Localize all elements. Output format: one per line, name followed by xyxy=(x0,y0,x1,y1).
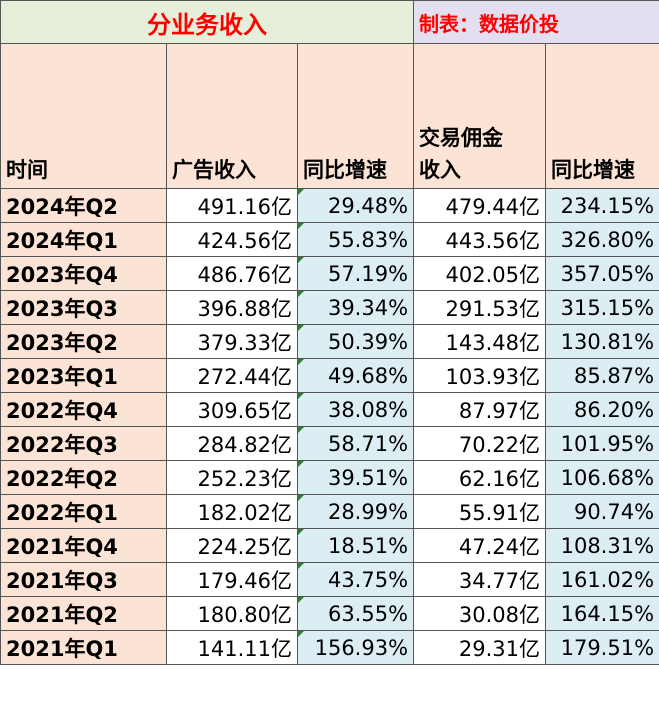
cell-commission-revenue: 443.56亿 xyxy=(413,222,547,257)
cell-commission-yoy: 326.80% xyxy=(545,222,659,257)
cell-period: 2022年Q2 xyxy=(0,460,167,495)
table-row: 2022年Q2 252.23亿 39.51% 62.16亿 106.68% xyxy=(0,460,659,495)
table-title: 分业务收入 xyxy=(0,0,415,44)
cell-ad-revenue: 252.23亿 xyxy=(166,460,298,495)
table-row: 2021年Q3 179.46亿 43.75% 34.77亿 161.02% xyxy=(0,562,659,597)
cell-ad-revenue: 284.82亿 xyxy=(166,426,298,461)
table-row: 2023年Q1 272.44亿 49.68% 103.93亿 85.87% xyxy=(0,358,659,393)
cell-ad-yoy: 28.99% xyxy=(296,494,415,529)
cell-period: 2021年Q2 xyxy=(0,596,167,631)
cell-ad-revenue: 379.33亿 xyxy=(166,324,298,359)
header-row: 时间 广告收入 同比增速 交易佣金 收入 同比增速 xyxy=(0,43,659,189)
cell-period: 2022年Q1 xyxy=(0,494,167,529)
cell-ad-yoy: 18.51% xyxy=(296,528,415,563)
cell-commission-revenue: 30.08亿 xyxy=(413,596,547,631)
table-row: 2022年Q1 182.02亿 28.99% 55.91亿 90.74% xyxy=(0,494,659,529)
cell-commission-revenue: 34.77亿 xyxy=(413,562,547,597)
table-row: 2023年Q4 486.76亿 57.19% 402.05亿 357.05% xyxy=(0,256,659,291)
cell-period: 2021年Q1 xyxy=(0,630,167,665)
cell-ad-yoy: 55.83% xyxy=(296,222,415,257)
table-row: 2022年Q3 284.82亿 58.71% 70.22亿 101.95% xyxy=(0,426,659,461)
header-commission-line1: 交易佣金 xyxy=(419,126,504,150)
cell-ad-yoy: 156.93% xyxy=(296,630,415,665)
cell-ad-yoy: 63.55% xyxy=(296,596,415,631)
cell-ad-yoy: 29.48% xyxy=(296,188,415,223)
cell-commission-yoy: 101.95% xyxy=(545,426,659,461)
cell-ad-revenue: 491.16亿 xyxy=(166,188,298,223)
table-row: 2021年Q1 141.11亿 156.93% 29.31亿 179.51% xyxy=(0,630,659,665)
cell-ad-revenue: 179.46亿 xyxy=(166,562,298,597)
table-row: 2024年Q2 491.16亿 29.48% 479.44亿 234.15% xyxy=(0,188,659,223)
cell-commission-yoy: 86.20% xyxy=(545,392,659,427)
table-row: 2021年Q2 180.80亿 63.55% 30.08亿 164.15% xyxy=(0,596,659,631)
revenue-table: 分业务收入 制表：数据价投 时间 广告收入 同比增速 交易佣金 收入 同比增速 … xyxy=(0,0,659,665)
cell-commission-revenue: 29.31亿 xyxy=(413,630,547,665)
cell-ad-revenue: 224.25亿 xyxy=(166,528,298,563)
cell-ad-revenue: 141.11亿 xyxy=(166,630,298,665)
header-ad-yoy: 同比增速 xyxy=(296,43,415,189)
cell-period: 2021年Q4 xyxy=(0,528,167,563)
cell-commission-revenue: 70.22亿 xyxy=(413,426,547,461)
cell-commission-yoy: 315.15% xyxy=(545,290,659,325)
cell-ad-revenue: 180.80亿 xyxy=(166,596,298,631)
header-commission-line2: 收入 xyxy=(419,158,462,182)
cell-commission-revenue: 55.91亿 xyxy=(413,494,547,529)
cell-commission-revenue: 87.97亿 xyxy=(413,392,547,427)
cell-ad-yoy: 38.08% xyxy=(296,392,415,427)
cell-ad-revenue: 486.76亿 xyxy=(166,256,298,291)
cell-ad-revenue: 396.88亿 xyxy=(166,290,298,325)
cell-period: 2023年Q3 xyxy=(0,290,167,325)
cell-commission-yoy: 106.68% xyxy=(545,460,659,495)
header-commission-yoy: 同比增速 xyxy=(545,43,659,189)
cell-period: 2023年Q4 xyxy=(0,256,167,291)
cell-period: 2024年Q1 xyxy=(0,222,167,257)
cell-ad-revenue: 424.56亿 xyxy=(166,222,298,257)
cell-commission-yoy: 357.05% xyxy=(545,256,659,291)
cell-ad-yoy: 43.75% xyxy=(296,562,415,597)
cell-commission-revenue: 479.44亿 xyxy=(413,188,547,223)
cell-ad-yoy: 39.34% xyxy=(296,290,415,325)
cell-commission-revenue: 62.16亿 xyxy=(413,460,547,495)
cell-commission-yoy: 234.15% xyxy=(545,188,659,223)
cell-commission-yoy: 108.31% xyxy=(545,528,659,563)
cell-commission-revenue: 291.53亿 xyxy=(413,290,547,325)
cell-commission-yoy: 161.02% xyxy=(545,562,659,597)
cell-ad-revenue: 182.02亿 xyxy=(166,494,298,529)
table-author-note: 制表：数据价投 xyxy=(413,0,659,44)
cell-ad-revenue: 272.44亿 xyxy=(166,358,298,393)
header-commission-revenue: 交易佣金 收入 xyxy=(413,43,547,189)
cell-period: 2023年Q1 xyxy=(0,358,167,393)
title-row: 分业务收入 制表：数据价投 xyxy=(0,0,659,44)
cell-commission-yoy: 130.81% xyxy=(545,324,659,359)
cell-commission-revenue: 47.24亿 xyxy=(413,528,547,563)
cell-commission-yoy: 85.87% xyxy=(545,358,659,393)
cell-ad-yoy: 57.19% xyxy=(296,256,415,291)
cell-commission-yoy: 90.74% xyxy=(545,494,659,529)
cell-period: 2023年Q2 xyxy=(0,324,167,359)
table-row: 2021年Q4 224.25亿 18.51% 47.24亿 108.31% xyxy=(0,528,659,563)
cell-commission-yoy: 179.51% xyxy=(545,630,659,665)
table-row: 2024年Q1 424.56亿 55.83% 443.56亿 326.80% xyxy=(0,222,659,257)
table-row: 2022年Q4 309.65亿 38.08% 87.97亿 86.20% xyxy=(0,392,659,427)
table-row: 2023年Q3 396.88亿 39.34% 291.53亿 315.15% xyxy=(0,290,659,325)
cell-commission-yoy: 164.15% xyxy=(545,596,659,631)
table-row: 2023年Q2 379.33亿 50.39% 143.48亿 130.81% xyxy=(0,324,659,359)
cell-ad-revenue: 309.65亿 xyxy=(166,392,298,427)
cell-ad-yoy: 39.51% xyxy=(296,460,415,495)
cell-ad-yoy: 49.68% xyxy=(296,358,415,393)
header-time: 时间 xyxy=(0,43,167,189)
cell-ad-yoy: 58.71% xyxy=(296,426,415,461)
cell-period: 2024年Q2 xyxy=(0,188,167,223)
cell-period: 2022年Q3 xyxy=(0,426,167,461)
cell-commission-revenue: 402.05亿 xyxy=(413,256,547,291)
cell-commission-revenue: 103.93亿 xyxy=(413,358,547,393)
cell-ad-yoy: 50.39% xyxy=(296,324,415,359)
cell-commission-revenue: 143.48亿 xyxy=(413,324,547,359)
cell-period: 2021年Q3 xyxy=(0,562,167,597)
header-ad-revenue: 广告收入 xyxy=(166,43,298,189)
cell-period: 2022年Q4 xyxy=(0,392,167,427)
